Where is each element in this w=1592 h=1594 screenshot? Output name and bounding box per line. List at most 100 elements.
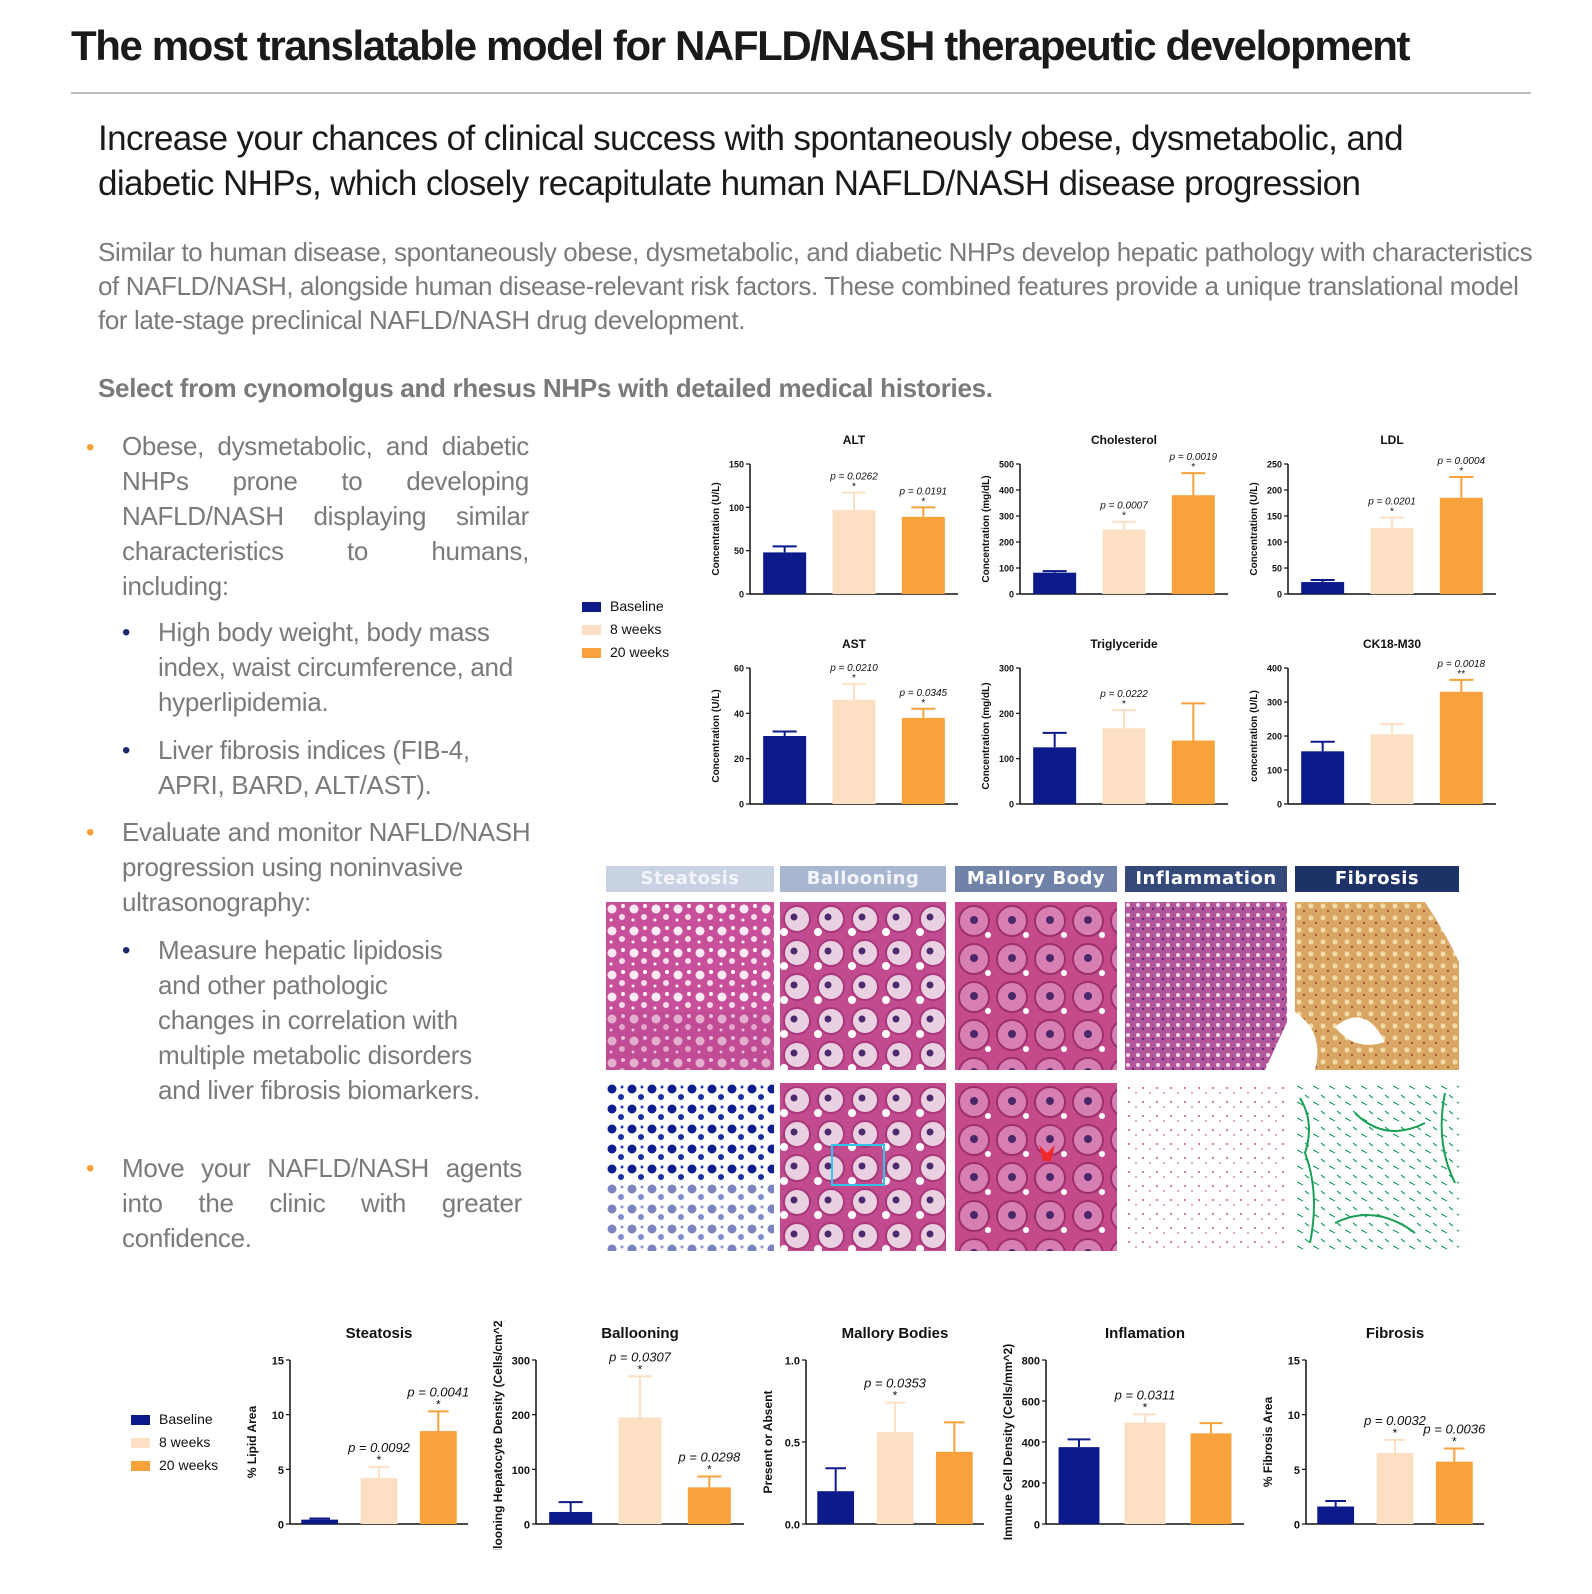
p-value-label: p = 0.0191: [899, 486, 948, 497]
significance-star: *: [921, 496, 925, 507]
bar-baseline: [1058, 1447, 1100, 1524]
p-value-label: p = 0.0018: [1437, 659, 1486, 670]
fibrosis-analysis-mask: [1295, 1083, 1459, 1251]
bar-20-weeks: [935, 1451, 973, 1524]
bar-baseline: [1317, 1506, 1355, 1524]
bullet-move-to-clinic: Move your NAFLD/NASH agents into the cli…: [122, 1153, 522, 1253]
y-tick-label: 0.5: [785, 1438, 800, 1450]
y-tick-label: 200: [512, 1410, 530, 1422]
y-tick-label: 800: [1022, 1356, 1040, 1368]
legend-swatch: [582, 648, 601, 658]
subtitle: Increase your chances of clinical succes…: [98, 119, 1404, 203]
y-tick-label: 15: [1288, 1356, 1300, 1368]
legend-label: 8 weeks: [159, 1434, 211, 1450]
intro-paragraph: Similar to human disease, spontaneously …: [98, 237, 1533, 335]
mallory-body-micrograph: [955, 902, 1117, 1070]
significance-star: *: [893, 1389, 898, 1403]
bullet-dot-icon: •: [122, 737, 131, 764]
ck18-m30-chart: CK18-M30 0 100 200 300 400 concentration (U/L)…: [1249, 637, 1496, 810]
significance-star: *: [852, 673, 856, 684]
p-value-label: p = 0.0307: [608, 1349, 672, 1364]
y-axis-label: Present or Absent: [761, 1391, 775, 1494]
y-tick-label: 100: [999, 754, 1014, 764]
significance-star: *: [1459, 466, 1463, 477]
bar-8-weeks: [832, 699, 876, 804]
y-tick-label: 400: [1022, 1438, 1040, 1450]
bar-8-weeks: [1370, 527, 1414, 594]
chart-legend-bottom: Baseline 8 weeks 20 weeks: [131, 1411, 241, 1481]
y-tick-label: 0: [739, 800, 744, 810]
significance-star: *: [1191, 462, 1195, 473]
cholesterol-chart: Cholesterol 0 100 200 300 400 500 Concentration…: [981, 433, 1228, 600]
y-tick-label: 15: [272, 1356, 284, 1368]
title-divider: [71, 92, 1531, 94]
y-tick-label: 200: [1267, 732, 1282, 742]
steatosis-analysis-mask: [606, 1083, 774, 1251]
y-tick-label: 5: [278, 1465, 284, 1477]
y-tick-label: 10: [1288, 1410, 1300, 1422]
y-tick-label: 100: [729, 503, 744, 513]
bar-20-weeks: [687, 1487, 731, 1524]
p-value-label: p = 0.0222: [1099, 689, 1148, 700]
chart-title: LDL: [1380, 433, 1403, 447]
y-tick-label: 300: [999, 664, 1014, 674]
chart-title: Mallory Bodies: [842, 1325, 949, 1342]
histology-label-mallory-body: Mallory Body: [955, 866, 1117, 892]
y-tick-label: 300: [512, 1356, 530, 1368]
significance-star: *: [707, 1462, 712, 1476]
bar-20-weeks: [1435, 1461, 1473, 1524]
inflammation-analysis-mask: [1125, 1083, 1287, 1251]
significance-star: *: [1393, 1426, 1398, 1440]
y-tick-label: 10: [272, 1410, 284, 1422]
p-value-label: p = 0.0004: [1437, 456, 1486, 467]
y-axis-label: Concentration (U/L): [1249, 482, 1260, 575]
legend-swatch: [131, 1461, 150, 1471]
chart-title: ALT: [843, 433, 866, 447]
p-value-label: p = 0.0036: [1422, 1422, 1486, 1437]
ballooning-micrograph: [780, 902, 946, 1070]
mallory-body-analysis-image: [955, 1083, 1117, 1251]
y-tick-label: 100: [512, 1465, 530, 1477]
fibrosis-micrograph: [1295, 902, 1459, 1070]
chart-title: CK18-M30: [1363, 637, 1421, 651]
p-value-label: p = 0.0345: [899, 688, 948, 699]
bar-20-weeks: [1190, 1433, 1232, 1524]
chart-title: Ballooning: [601, 1325, 679, 1342]
bar-8-weeks: [1370, 734, 1414, 804]
significance-star: *: [1452, 1435, 1457, 1449]
histology-label-steatosis: Steatosis: [606, 866, 774, 892]
legend-label: Baseline: [610, 598, 664, 614]
chart-title: Inflamation: [1105, 1325, 1185, 1342]
sub-bullet-body-weight: High body weight, body mass index, waist…: [158, 617, 513, 717]
chart-title: Fibrosis: [1366, 1325, 1424, 1342]
y-tick-label: 150: [1267, 512, 1282, 522]
y-tick-label: 0.0: [785, 1520, 800, 1532]
significance-star: *: [1390, 507, 1394, 518]
y-tick-label: 40: [734, 709, 744, 719]
bullet-dot-icon: •: [122, 937, 131, 964]
y-tick-label: 100: [999, 564, 1014, 574]
p-value-label: p = 0.0019: [1169, 452, 1218, 463]
y-tick-label: 150: [729, 460, 744, 470]
significance-star: *: [436, 1397, 441, 1411]
legend-label: Baseline: [159, 1411, 213, 1427]
y-tick-label: 0: [739, 590, 744, 600]
inflammation-micrograph: [1125, 902, 1287, 1070]
bar-8-weeks: [1102, 728, 1146, 804]
ballooning-analysis-image: [780, 1083, 946, 1251]
y-tick-label: 200: [999, 538, 1014, 548]
mallory-bodies-chart: Mallory Bodies 0.0 0.5 1.0 Present or Absent…: [761, 1325, 984, 1532]
bar-8-weeks: [1102, 529, 1146, 594]
bar-20-weeks: [901, 717, 945, 804]
y-tick-label: 200: [1022, 1479, 1040, 1491]
histology-label-fibrosis: Fibrosis: [1295, 866, 1459, 892]
page-title: The most translatable model for NAFLD/NA…: [71, 22, 1411, 69]
bar-20-weeks: [1171, 495, 1215, 594]
bar-8-weeks: [1376, 1452, 1414, 1524]
bar-8-weeks: [1124, 1422, 1166, 1524]
y-axis-label: % Fibrosis Area: [1261, 1397, 1275, 1488]
y-tick-label: 20: [734, 754, 744, 764]
legend-swatch: [582, 625, 601, 635]
